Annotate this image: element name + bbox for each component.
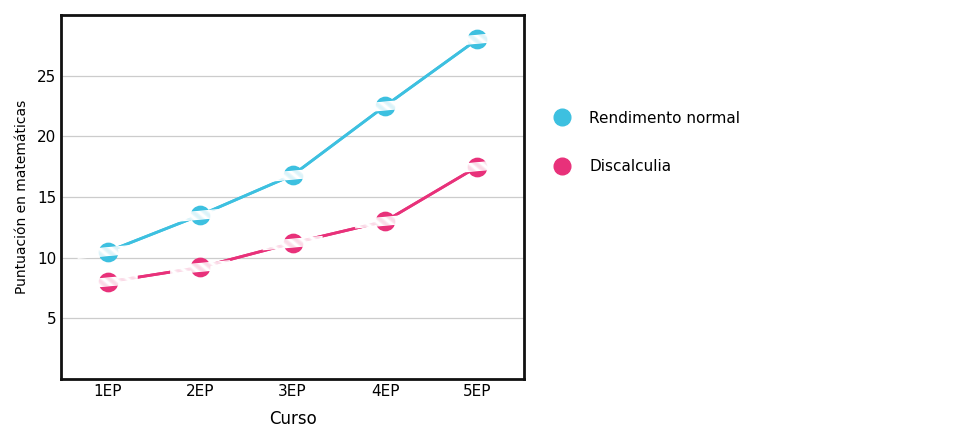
X-axis label: Curso: Curso [269,410,316,428]
Y-axis label: Puntuación en matemáticas: Puntuación en matemáticas [15,100,29,294]
Legend: Rendimento normal, Discalculia: Rendimento normal, Discalculia [541,105,746,180]
